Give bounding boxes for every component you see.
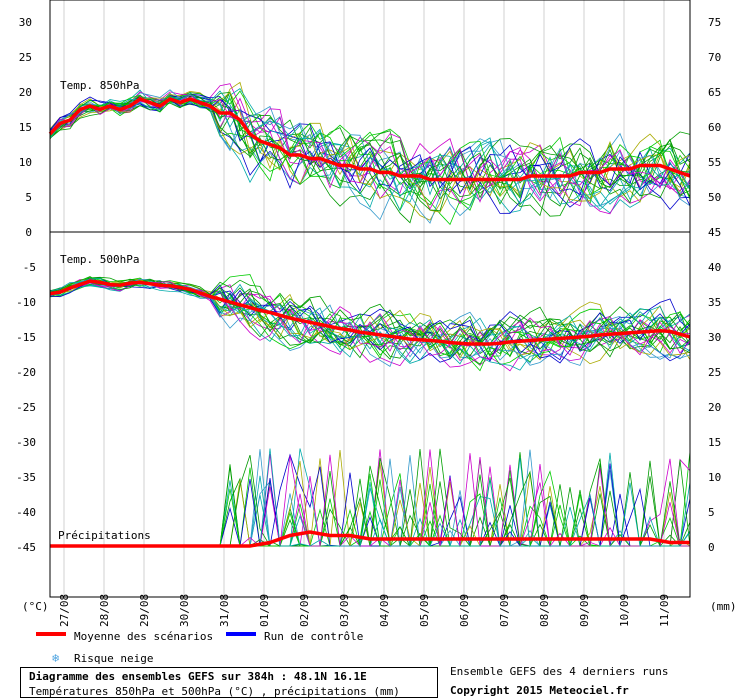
y-tick-label-left: -25 xyxy=(16,401,36,414)
y-tick-label-right: 50 xyxy=(708,191,721,204)
ensemble-member-line xyxy=(49,276,691,358)
y-tick-label-left: -15 xyxy=(16,331,36,344)
ensemble-member-line xyxy=(49,94,691,197)
y-tick-label-left: -30 xyxy=(16,436,36,449)
y-tick-label-left: 10 xyxy=(19,156,32,169)
y-tick-label-left: -45 xyxy=(16,541,36,554)
x-tick-label: 27/08 xyxy=(58,594,71,627)
legend-control-label: Run de contrôle xyxy=(264,630,364,643)
y-tick-label-right: 75 xyxy=(708,16,721,29)
panel-label-850: Temp. 850hPa xyxy=(60,79,140,92)
y-tick-label-right: 40 xyxy=(708,261,721,274)
right-unit-label: (mm) xyxy=(710,600,737,613)
x-tick-label: 11/09 xyxy=(658,594,671,627)
ensemble-member-line xyxy=(49,101,691,224)
y-tick-label-right: 45 xyxy=(708,226,721,239)
y-tick-label-right: 0 xyxy=(708,541,715,554)
ensemble-note: Ensemble GEFS des 4 derniers runs xyxy=(450,665,669,678)
ensemble-member-line xyxy=(49,89,691,217)
footer-info-box: Diagramme des ensembles GEFS sur 384h : … xyxy=(20,667,438,698)
y-tick-label-right: 10 xyxy=(708,471,721,484)
ensemble-member-line xyxy=(49,94,691,226)
y-tick-label-left: 20 xyxy=(19,86,32,99)
y-tick-label-right: 25 xyxy=(708,366,721,379)
footer-title: Diagramme des ensembles GEFS sur 384h : … xyxy=(29,670,367,683)
x-tick-label: 09/09 xyxy=(578,594,591,627)
legend-control-swatch xyxy=(226,632,256,636)
ensemble-member-line xyxy=(49,282,691,364)
x-tick-label: 01/09 xyxy=(258,594,271,627)
axis-ticks: 27/08 28/08 29/08 30/08 31/08 01/09 02/09 03/09… xyxy=(16,16,721,627)
y-tick-label-right: 60 xyxy=(708,121,721,134)
x-tick-label: 05/09 xyxy=(418,594,431,627)
y-tick-label-left: 25 xyxy=(19,51,32,64)
x-tick-label: 10/09 xyxy=(618,594,631,627)
x-tick-label: 08/09 xyxy=(538,594,551,627)
y-tick-label-right: 30 xyxy=(708,331,721,344)
ensemble-member-line xyxy=(49,278,691,360)
y-tick-label-left: -35 xyxy=(16,471,36,484)
mean-series-line xyxy=(50,530,690,548)
x-tick-label: 02/09 xyxy=(298,594,311,627)
x-tick-label: 03/09 xyxy=(338,594,351,627)
legend-snow-label: Risque neige xyxy=(74,652,154,665)
ensemble-members xyxy=(49,81,691,548)
y-tick-label-left: 5 xyxy=(25,191,32,204)
ensemble-member-line xyxy=(49,93,691,200)
ensemble-member-line xyxy=(49,276,691,360)
ensemble-member-line xyxy=(49,90,691,212)
y-tick-label-left: 0 xyxy=(25,226,32,239)
ensemble-member-line xyxy=(49,92,691,199)
x-tick-label: 06/09 xyxy=(458,594,471,627)
x-tick-label: 04/09 xyxy=(378,594,391,627)
mean-series-line xyxy=(48,97,691,182)
ensemble-member-line xyxy=(49,90,691,203)
legend-mean-label: Moyenne des scénarios xyxy=(74,630,214,643)
ensemble-member-line xyxy=(49,278,691,360)
ensemble-member-line xyxy=(49,93,691,212)
y-tick-label-right: 70 xyxy=(708,51,721,64)
mean-series-line xyxy=(49,279,691,346)
copyright: Copyright 2015 Meteociel.fr xyxy=(450,684,629,697)
legend-mean-swatch xyxy=(36,632,66,636)
y-tick-label-left: -10 xyxy=(16,296,36,309)
ensemble-member-line xyxy=(49,94,691,200)
left-unit-label: (°C) xyxy=(22,600,49,613)
y-tick-label-right: 55 xyxy=(708,156,721,169)
ensemble-member-line xyxy=(49,281,691,354)
y-tick-label-left: -40 xyxy=(16,506,36,519)
ensemble-member-line xyxy=(49,280,691,350)
mean-lines xyxy=(48,97,691,548)
footer-subtitle: Températures 850hPa et 500hPa (°C) , pré… xyxy=(29,685,400,698)
ensemble-member-line xyxy=(49,91,691,215)
x-tick-label: 07/09 xyxy=(498,594,511,627)
snowflake-icon: ❄ xyxy=(52,651,60,665)
x-tick-label: 30/08 xyxy=(178,594,191,627)
x-tick-label: 28/08 xyxy=(98,594,111,627)
ensemble-member-line xyxy=(49,91,691,213)
x-tick-label: 31/08 xyxy=(218,594,231,627)
plot-frame xyxy=(49,0,691,598)
y-tick-label-right: 5 xyxy=(708,506,715,519)
y-tick-label-left: -5 xyxy=(23,261,36,274)
ensemble-member-line xyxy=(49,90,691,217)
y-tick-label-left: 15 xyxy=(19,121,32,134)
panel-label-500: Temp. 500hPa xyxy=(60,253,140,266)
ensemble-member-line xyxy=(49,93,691,214)
y-tick-label-right: 35 xyxy=(708,296,721,309)
y-tick-label-right: 15 xyxy=(708,436,721,449)
ensemble-member-line xyxy=(49,278,691,359)
x-tick-label: 29/08 xyxy=(138,594,151,627)
panel-label-precip: Précipitations xyxy=(58,529,151,542)
y-tick-label-right: 20 xyxy=(708,401,721,414)
y-tick-label-left: -20 xyxy=(16,366,36,379)
y-tick-label-right: 65 xyxy=(708,86,721,99)
y-tick-label-left: 30 xyxy=(19,16,32,29)
